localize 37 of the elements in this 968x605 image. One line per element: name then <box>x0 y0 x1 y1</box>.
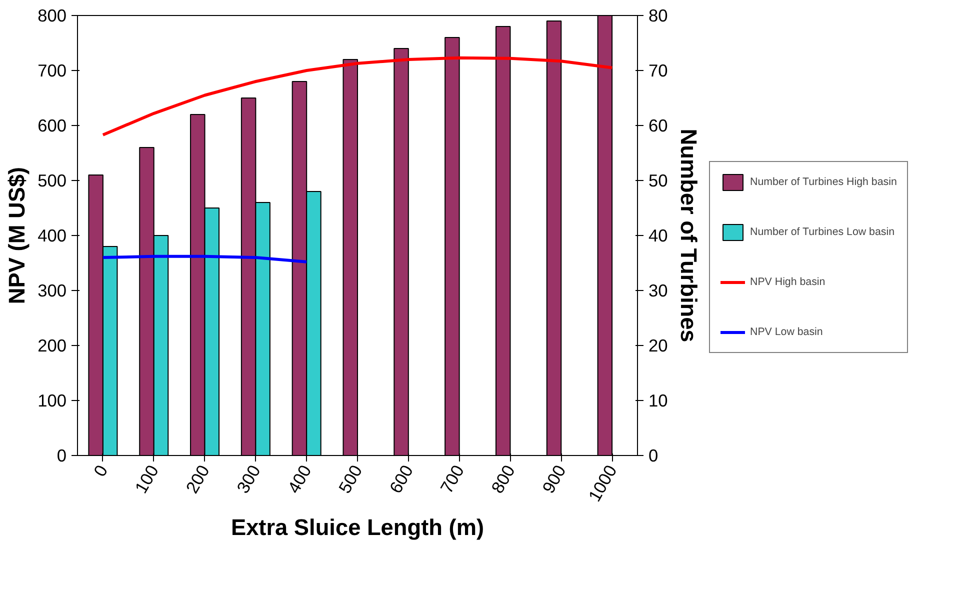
y-tick-label: 600 <box>38 116 67 136</box>
y2-tick-label: 70 <box>648 60 668 80</box>
y-axis-title: NPV (M US$) <box>4 166 30 304</box>
y2-tick-label: 60 <box>648 116 668 136</box>
y-tick-label: 700 <box>38 60 67 80</box>
legend-label: NPV High basin <box>750 276 826 288</box>
x-tick-label: 600 <box>385 462 418 497</box>
legend-label: Number of Turbines Low basin <box>750 226 895 238</box>
x-tick-label: 400 <box>284 462 316 497</box>
x-tick-label: 500 <box>334 462 366 497</box>
y2-tick-label: 20 <box>648 336 668 356</box>
y-tick-label: 0 <box>56 446 67 466</box>
y-tick-label: 400 <box>38 226 67 246</box>
y2-tick-label: 40 <box>648 226 668 246</box>
y2-tick-label: 80 <box>648 6 668 26</box>
x-tick-label: 0 <box>89 462 112 480</box>
x-axis-title: Extra Sluice Length (m) <box>230 514 484 540</box>
y2-tick-label: 30 <box>648 280 668 300</box>
x-tick-label: 900 <box>538 462 570 497</box>
x-tick-label: 1000 <box>584 462 621 505</box>
x-tick-label: 100 <box>130 462 163 497</box>
x-tick-label: 300 <box>232 462 264 497</box>
y2-tick-label: 10 <box>648 390 668 410</box>
y-tick-label: 500 <box>38 170 67 190</box>
x-tick-label: 700 <box>436 462 468 497</box>
legend-label: NPV Low basin <box>750 326 823 338</box>
x-tick-label: 800 <box>487 462 519 497</box>
y2-axis-title: Number of Turbines <box>676 128 702 342</box>
y-tick-label: 800 <box>38 6 67 26</box>
y-tick-label: 100 <box>38 390 67 410</box>
y2-tick-label: 0 <box>648 446 658 466</box>
y2-tick-label: 50 <box>648 170 668 190</box>
y-tick-label: 200 <box>38 336 67 356</box>
line-series <box>101 56 614 136</box>
x-tick-label: 200 <box>182 462 214 497</box>
y-tick-label: 300 <box>38 280 67 300</box>
legend-label: Number of Turbines High basin <box>750 176 897 188</box>
